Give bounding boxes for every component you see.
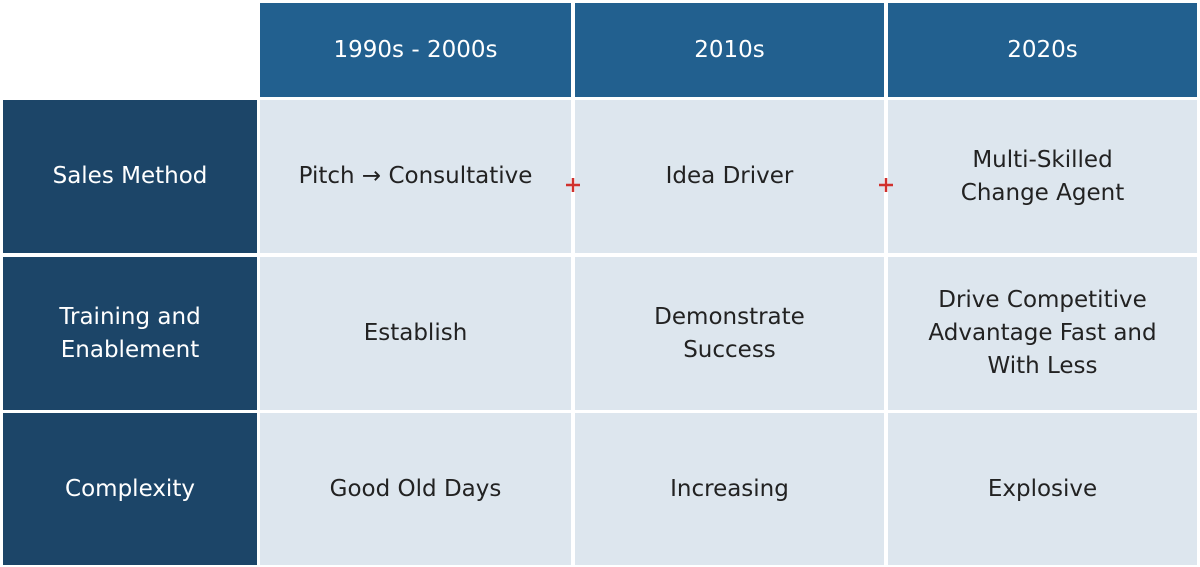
row-header: Training and Enablement xyxy=(3,257,257,410)
cell-text: Increasing xyxy=(670,475,789,502)
cell-text: Drive Competitive xyxy=(938,287,1147,313)
table-cell: Multi-Skilled Change Agent xyxy=(888,100,1197,253)
table-cell: Establish xyxy=(260,257,571,410)
table-cell: Pitch → Consultative xyxy=(260,100,571,253)
cell-text: Success xyxy=(683,336,776,363)
table-cell: Drive Competitive Advantage Fast and With … xyxy=(888,257,1197,410)
row-header: Sales Method xyxy=(3,100,257,253)
cell-text: 2010s xyxy=(694,36,765,63)
cell-text: Establish xyxy=(363,320,468,346)
plus-icon xyxy=(566,178,580,192)
table-cell: Demonstrate Success xyxy=(575,257,884,410)
cell-text: Multi-Skilled xyxy=(972,146,1113,173)
table-cell: Idea Driver xyxy=(575,100,884,253)
cell-text: With Less xyxy=(987,353,1098,379)
cell-text: Sales Method xyxy=(52,163,208,189)
cell-text: 2020s xyxy=(1007,36,1078,63)
table-cell: Increasing xyxy=(575,413,884,565)
row-header: Complexity xyxy=(3,413,257,565)
cell-text: Idea Driver xyxy=(665,163,794,189)
cell-text: Explosive xyxy=(987,475,1098,502)
cell-text: Good Old Days xyxy=(329,475,502,502)
table-cell: Explosive xyxy=(888,413,1197,565)
cell-text: 1990s - 2000s xyxy=(333,36,498,63)
cell-text: Enablement xyxy=(60,336,200,363)
cell-text: Demonstrate xyxy=(654,303,805,330)
table-cell: Good Old Days xyxy=(260,413,571,565)
cell-text: Pitch → Consultative xyxy=(298,163,533,189)
cell-text: Advantage Fast and xyxy=(928,320,1157,346)
column-header: 2010s xyxy=(575,3,884,97)
plus-icon xyxy=(879,178,893,192)
column-header: 1990s - 2000s xyxy=(260,3,571,97)
cell-text: Complexity xyxy=(65,475,195,502)
cell-text: Training and xyxy=(59,303,201,330)
cell-text: Change Agent xyxy=(960,179,1125,206)
column-header: 2020s xyxy=(888,3,1197,97)
